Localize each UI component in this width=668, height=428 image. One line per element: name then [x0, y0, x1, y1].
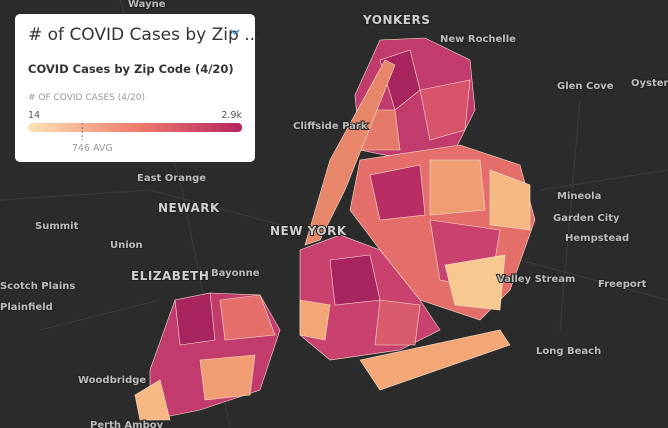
legend-title[interactable]: # of COVID Cases by Zip ...	[28, 25, 260, 45]
place-label: NEW YORK	[270, 224, 347, 238]
place-label: Summit	[35, 221, 79, 232]
place-label: Mineola	[557, 191, 601, 202]
place-label: NEWARK	[158, 201, 220, 215]
place-label: ELIZABETH	[131, 269, 209, 283]
place-label: Wayne	[128, 0, 166, 10]
dropdown-chevron[interactable]	[230, 29, 240, 36]
legend-gradient	[28, 123, 242, 132]
place-label: Valley Stream	[497, 274, 575, 285]
place-label: New Rochelle	[440, 34, 516, 45]
place-label: Union	[110, 240, 143, 251]
legend-card: # of COVID Cases by Zip ... COVID Cases …	[15, 14, 260, 162]
zip-areas	[134, 37, 536, 421]
legend-min: 14	[28, 110, 40, 121]
place-label: Long Beach	[536, 346, 601, 357]
place-label: Oyster	[631, 78, 668, 89]
place-label: East Orange	[137, 173, 206, 184]
place-label: Cliffside Park	[293, 121, 368, 132]
place-label: Perth Amboy	[90, 420, 164, 428]
place-label: Woodbridge	[78, 375, 146, 386]
legend-subtitle: COVID Cases by Zip Code (4/20)	[28, 62, 234, 76]
place-label: YONKERS	[362, 13, 430, 27]
place-label: Hempstead	[565, 233, 629, 244]
place-label: Bayonne	[211, 268, 260, 279]
place-label: Garden City	[553, 213, 620, 224]
place-label: Scotch Plains	[0, 281, 75, 292]
avg-label: 746 AVG	[72, 143, 113, 154]
place-label: Glen Cove	[557, 81, 614, 92]
place-label: Plainfield	[0, 302, 53, 313]
place-label: Freeport	[598, 279, 647, 290]
legend-label: # OF COVID CASES (4/20)	[28, 93, 145, 103]
legend-max: 2.9k	[221, 110, 242, 121]
